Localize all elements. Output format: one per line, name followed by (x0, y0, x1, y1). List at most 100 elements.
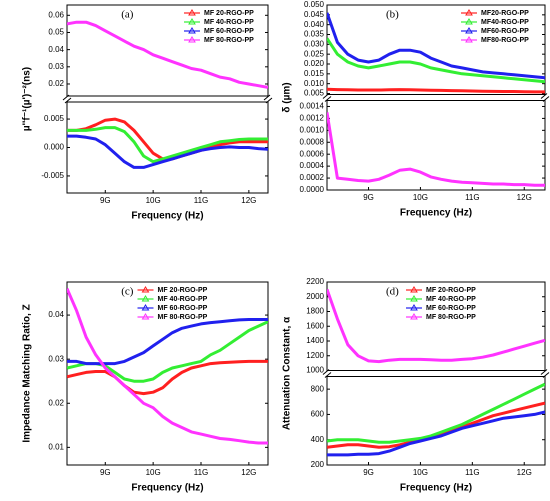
y-axis-label: Impedance Matching Ratio, Z (22, 304, 33, 442)
legend-label: MF 80-RGO-PP (426, 314, 476, 321)
x-axis-label: Frequency (Hz) (400, 208, 472, 219)
x-axis-label: Frequency (Hz) (400, 483, 472, 494)
y-tick-label: 0.0006 (300, 149, 325, 158)
y-tick-label: 0.0004 (300, 161, 325, 170)
y-tick-label: 0.035 (304, 30, 325, 39)
series-line (327, 382, 545, 444)
legend-label: MF 40-RGO-PP (158, 296, 208, 303)
legend-marker (410, 313, 418, 320)
y-tick-label: 0.04 (48, 310, 64, 319)
legend-marker (141, 313, 150, 320)
y-tick-label: 1400 (306, 336, 324, 345)
y-tick-label: 1800 (306, 307, 324, 316)
series-line (327, 410, 545, 457)
legend-marker (410, 286, 418, 293)
series-line (327, 37, 545, 84)
series-line (327, 288, 545, 364)
panel-label: (d) (386, 286, 399, 298)
legend-label: MF40-RGO-PP (481, 19, 529, 26)
y-tick-label: 0.0012 (300, 114, 325, 123)
x-tick-label: 10G (146, 196, 161, 205)
y-tick-label: 2200 (306, 277, 324, 286)
y-tick-label: 0.045 (304, 10, 325, 19)
y-tick-label: 0.050 (304, 0, 325, 9)
panel-label: (a) (121, 9, 134, 21)
y-tick-label: 0.03 (48, 354, 64, 363)
legend-label: MF 40-RGO-PP (426, 296, 476, 303)
axis-break (322, 369, 332, 378)
axis-break (540, 369, 550, 378)
legend-label: MF 20-RGO-PP (426, 287, 476, 294)
series-line (327, 112, 545, 187)
y-tick-label: 200 (311, 460, 325, 469)
y-tick-label: 0.02 (48, 79, 64, 88)
x-tick-label: 11G (194, 196, 209, 205)
y-tick-label: 1000 (306, 366, 324, 375)
y-tick-label: 0.030 (304, 39, 325, 48)
legend-marker (465, 9, 473, 16)
y-tick-label: 0.0002 (300, 173, 325, 182)
legend-label: MF 20-RGO-PP (204, 10, 254, 17)
y-tick-label: 0.005 (304, 89, 325, 98)
legend-label: MF20-RGO-PP (481, 10, 529, 17)
legend-marker (188, 18, 196, 25)
series-line (67, 126, 268, 164)
y-tick-label: 0.0008 (300, 137, 325, 146)
x-tick-label: 9G (100, 196, 111, 205)
legend-marker (188, 9, 196, 16)
y-tick-label: 2000 (306, 292, 324, 301)
legend-marker (141, 295, 150, 302)
plot-frame (326, 376, 546, 466)
legend-marker (465, 27, 473, 34)
y-tick-label: 0.040 (304, 20, 325, 29)
axis-break (263, 94, 273, 104)
series-line (327, 12, 545, 80)
legend-marker (188, 27, 196, 34)
y-tick-label: 1200 (306, 351, 324, 360)
panel-label: (c) (121, 286, 134, 298)
plot-frame (326, 4, 546, 95)
y-tick-label: 0.02 (48, 398, 64, 407)
y-tick-label: 600 (311, 410, 325, 419)
panel-label: (b) (386, 9, 399, 21)
y-axis-label: δ (µm) (282, 82, 293, 112)
legend-marker (465, 36, 473, 43)
y-tick-label: 0.03 (48, 62, 64, 71)
y-tick-label: 400 (311, 435, 325, 444)
y-tick-label: 0.06 (48, 10, 64, 19)
y-tick-label: 0.000 (44, 143, 65, 152)
y-tick-label: 0.025 (304, 49, 325, 58)
axis-break (62, 94, 72, 104)
y-tick-label: 0.020 (304, 59, 325, 68)
plot-frame (66, 4, 269, 97)
legend-label: MF80-RGO-PP (481, 37, 529, 44)
x-tick-label: 12G (241, 196, 256, 205)
legend-label: MF 60-RGO-PP (158, 305, 208, 312)
x-tick-label: 10G (413, 468, 428, 477)
axis-break (322, 93, 332, 102)
legend-label: MF 80-RGO-PP (204, 37, 254, 44)
y-tick-label: 0.01 (48, 442, 64, 451)
legend-marker (410, 295, 418, 302)
y-tick-label: 0.015 (304, 69, 325, 78)
axis-break (540, 93, 550, 102)
series-line (67, 359, 268, 396)
x-tick-label: 10G (413, 193, 428, 202)
y-axis-label: Attenuation Constant, α (282, 316, 293, 430)
legend-marker (188, 36, 196, 43)
series-line (327, 87, 545, 94)
legend-marker (141, 304, 150, 311)
x-tick-label: 12G (241, 468, 256, 477)
y-tick-label: 800 (311, 384, 325, 393)
legend-marker (141, 286, 150, 293)
plot-frame (326, 100, 546, 191)
legend-label: MF 60-RGO-PP (204, 28, 254, 35)
x-tick-label: 11G (194, 468, 209, 477)
x-axis-label: Frequency (Hz) (131, 211, 203, 222)
x-tick-label: 9G (363, 468, 374, 477)
series-line (67, 134, 268, 169)
legend-label: MF 40-RGO-PP (204, 19, 254, 26)
series-line (67, 20, 268, 89)
legend-label: MF 20-RGO-PP (158, 287, 208, 294)
